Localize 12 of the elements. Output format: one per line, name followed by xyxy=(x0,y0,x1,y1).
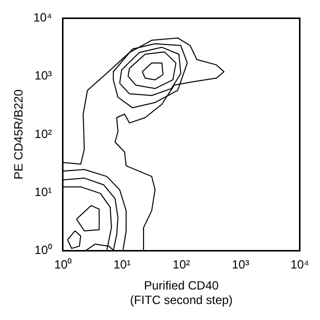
y-tick-label: 10³ xyxy=(34,68,52,83)
y-tick-label: 10⁴ xyxy=(33,10,52,25)
y-tick-label: 10² xyxy=(34,126,52,141)
x-tick-label: 10⁴ xyxy=(290,257,310,272)
x-axis-title: Purified CD40 (FITC second step) xyxy=(130,278,233,308)
y-tick-label: 10¹ xyxy=(34,184,52,199)
x-tick-label: 10³ xyxy=(232,257,250,272)
y-tick-label: 10⁰ xyxy=(34,243,52,258)
x-tick-label: 10¹ xyxy=(113,257,131,272)
y-axis-title: PE CD45R/B220 xyxy=(12,89,26,180)
x-tick-label: 10⁰ xyxy=(54,257,72,272)
x-tick-label: 10² xyxy=(172,257,190,272)
